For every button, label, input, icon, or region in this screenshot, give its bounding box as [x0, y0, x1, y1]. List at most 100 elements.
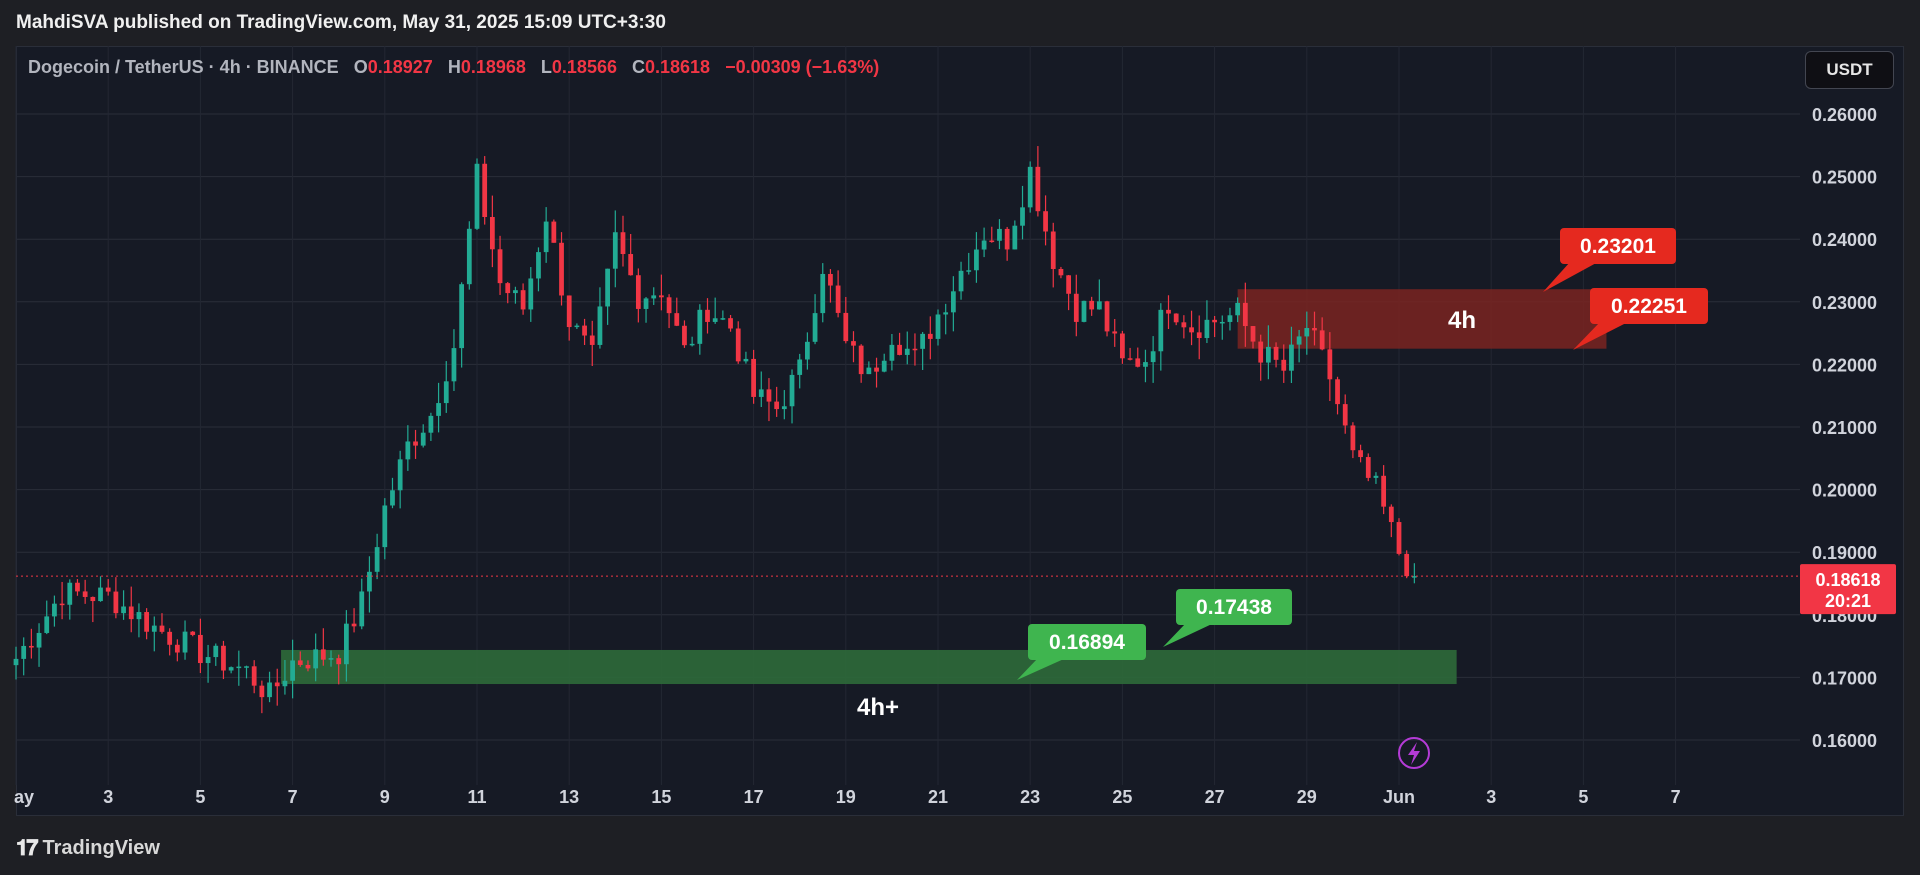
candle-body	[1335, 379, 1340, 405]
candle-body	[328, 658, 334, 660]
price-callout-pointer	[1163, 623, 1214, 647]
change-value: −0.00309 (−1.63%)	[725, 57, 880, 77]
candle	[797, 353, 803, 389]
candle	[574, 323, 580, 329]
candle-body	[1342, 404, 1348, 426]
candle	[1096, 279, 1102, 310]
candle	[52, 595, 57, 627]
price-callout-pointer	[1543, 262, 1598, 292]
candle	[282, 659, 288, 695]
candle	[1319, 317, 1325, 351]
countdown-timer: 20:21	[1825, 591, 1871, 611]
candle-body	[259, 685, 265, 698]
tradingview-logo[interactable]: 𝟏𝟕 TradingView	[16, 835, 160, 861]
candle	[1189, 310, 1194, 346]
candle	[1227, 307, 1233, 331]
candle-body	[843, 312, 849, 342]
candle	[21, 637, 27, 676]
candle	[513, 286, 518, 304]
candle-body	[282, 680, 288, 687]
candle-body	[766, 389, 772, 402]
candle-body	[390, 490, 395, 506]
candle-body	[551, 221, 557, 243]
candle	[413, 429, 418, 459]
candle-body	[666, 297, 672, 314]
candle	[320, 628, 326, 666]
candle	[382, 498, 388, 560]
high-label: H	[447, 57, 461, 77]
candle-body	[943, 312, 949, 315]
candle	[59, 581, 65, 620]
price-callout: 0.17438	[1163, 589, 1292, 647]
candle-body	[774, 401, 780, 410]
candle	[259, 680, 265, 714]
candle-body	[1327, 349, 1333, 380]
candle-body	[874, 367, 879, 372]
candle	[1135, 347, 1141, 368]
candle-body	[935, 314, 941, 339]
candle-body	[889, 344, 895, 361]
candle-body	[28, 645, 34, 648]
candle	[520, 283, 526, 315]
candle-body	[228, 667, 234, 671]
candle-body	[274, 682, 280, 687]
candle	[198, 618, 203, 674]
candle	[1020, 185, 1025, 240]
candle	[927, 316, 933, 360]
candle	[705, 298, 710, 334]
open-value: 0.18927	[367, 57, 433, 77]
candle-body	[1358, 450, 1363, 458]
candle	[390, 477, 395, 509]
candle	[528, 267, 534, 322]
candle-body	[397, 459, 403, 491]
candle	[835, 270, 841, 318]
candle-body	[1350, 425, 1356, 451]
price-callout-text: 0.22251	[1611, 295, 1687, 318]
candle	[851, 331, 856, 363]
candle-body	[1296, 336, 1302, 345]
candle	[1235, 297, 1241, 323]
candle-body	[1089, 300, 1095, 310]
candle-body	[950, 291, 956, 313]
candle-body	[1143, 362, 1148, 367]
candle-body	[128, 606, 134, 620]
y-tick-label: 0.23000	[1812, 293, 1877, 313]
currency-button[interactable]: USDT	[1805, 51, 1894, 89]
candle	[689, 336, 695, 347]
candle	[1158, 303, 1164, 371]
candle	[651, 287, 657, 305]
candle-body	[751, 358, 756, 397]
candle-body	[344, 623, 349, 665]
tradingview-brand: TradingView	[42, 836, 160, 859]
candle	[666, 294, 672, 329]
candle	[728, 315, 733, 332]
last-price-value: 0.18618	[1815, 570, 1880, 590]
candle-body	[167, 631, 173, 645]
candle	[1089, 296, 1095, 316]
candle-body	[1166, 309, 1171, 314]
candle	[1281, 344, 1287, 383]
close-value: 0.18618	[645, 57, 711, 77]
candle-body	[897, 344, 902, 355]
candle	[781, 390, 787, 420]
candle	[1066, 275, 1071, 311]
candle	[789, 369, 795, 424]
candle	[659, 274, 664, 311]
candle	[805, 332, 810, 370]
candle-body	[513, 290, 518, 294]
candle	[881, 353, 887, 373]
price-callout-box	[1028, 624, 1146, 660]
candle	[367, 556, 372, 613]
candle-body	[1404, 553, 1410, 577]
lightning-icon[interactable]	[1398, 737, 1430, 769]
candle	[1058, 266, 1064, 279]
candle-body	[805, 341, 810, 360]
candle-body	[159, 625, 165, 632]
y-tick-label: 0.24000	[1812, 230, 1877, 250]
price-callout-text: 0.23201	[1580, 235, 1656, 258]
candle	[1004, 226, 1010, 261]
candle	[935, 309, 941, 346]
chart-frame[interactable]	[16, 46, 1904, 816]
x-tick-label: 27	[1205, 787, 1225, 807]
